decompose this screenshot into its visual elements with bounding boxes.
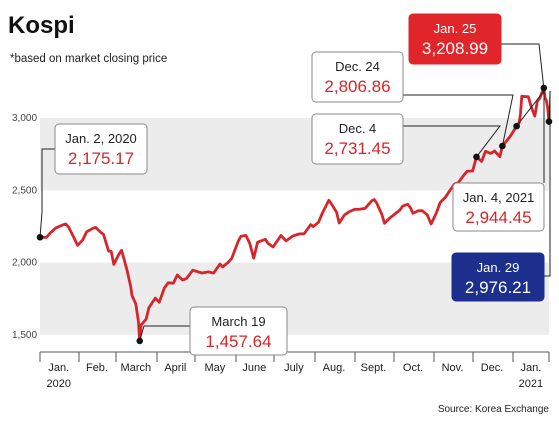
callout-value: 2,731.45 — [324, 139, 390, 158]
callout-date: Dec. 24 — [335, 59, 380, 74]
callout-date: Jan. 25 — [434, 21, 477, 36]
x-tick-label: Nov. — [442, 362, 464, 374]
x-tick-year-label: 2020 — [47, 378, 71, 390]
x-tick-label: Jan. — [48, 362, 69, 374]
x-tick-year-label: 2021 — [519, 378, 543, 390]
callout-leader-line — [139, 325, 190, 342]
x-tick-label: Aug. — [323, 362, 346, 374]
data-point-marker — [513, 122, 520, 130]
x-tick-label: Feb. — [86, 362, 108, 374]
callout-date: Dec. 4 — [339, 121, 377, 136]
y-tick-label: 1,500 — [12, 330, 37, 341]
data-point-marker — [473, 153, 480, 161]
x-axis: Jan. 2020 Feb. March April May June July Aug. Sep… — [39, 351, 550, 390]
series-layer — [38, 86, 551, 343]
data-point-marker — [540, 84, 548, 92]
data-point-marker — [499, 142, 506, 150]
x-tick-label: Oct. — [403, 362, 423, 374]
data-point-marker — [545, 118, 553, 125]
callout-leader-line — [501, 43, 545, 88]
x-tick-label: May — [204, 362, 225, 374]
callout-box — [311, 113, 404, 165]
callouts: Jan. 2, 2020 2,175.17 March 19 1,457.64 Dec.… — [54, 13, 545, 356]
y-axis-ticks: 1,500 2,000 2,500 3,000 — [12, 113, 37, 341]
callout-value: 2,175.17 — [68, 149, 134, 168]
callout-leader-line — [544, 90, 551, 277]
callout-value: 2,944.45 — [465, 208, 531, 227]
callout-value: 2,976.21 — [465, 278, 531, 297]
callout-box — [311, 51, 404, 103]
callout-date: Jan. 29 — [477, 260, 520, 275]
callout-box — [408, 13, 502, 65]
source-note: Source: Korea Exchange — [438, 404, 550, 415]
callout-leader-line — [39, 148, 55, 238]
callout-value: 1,457.64 — [205, 332, 271, 351]
y-tick-label: 2,500 — [12, 185, 37, 196]
x-tick-label: Dec. — [481, 362, 504, 374]
x-tick-label: June — [242, 362, 266, 374]
x-tick-label: Jan. — [520, 362, 541, 374]
callout-box — [452, 182, 545, 232]
callout-value: 3,208.99 — [422, 39, 488, 58]
x-tick-label: March — [121, 362, 152, 374]
y-tick-label: 2,000 — [12, 258, 37, 269]
x-tick-label: Sept. — [361, 362, 387, 374]
kospi-series-line — [38, 86, 551, 343]
chart-subtitle: *based on market closing price — [10, 53, 167, 65]
callout-date: Jan. 4, 2021 — [463, 190, 535, 205]
callout-date: March 19 — [211, 314, 265, 329]
callout-leader-line — [403, 125, 502, 158]
x-tick-label: April — [164, 362, 186, 374]
callout-date: Jan. 2, 2020 — [65, 131, 137, 146]
x-tick-label: July — [284, 362, 304, 374]
callout-value: 2,806.86 — [324, 77, 390, 96]
y-tick-label: 3,000 — [12, 113, 37, 124]
callout-box — [54, 123, 148, 175]
chart-title: Kospi — [8, 12, 75, 39]
data-point-marker — [136, 337, 144, 345]
callout-dots — [36, 84, 553, 345]
callout-box — [189, 306, 288, 356]
callout-leader-line — [403, 94, 514, 147]
callout-box — [451, 252, 545, 302]
data-point-marker — [36, 233, 44, 241]
